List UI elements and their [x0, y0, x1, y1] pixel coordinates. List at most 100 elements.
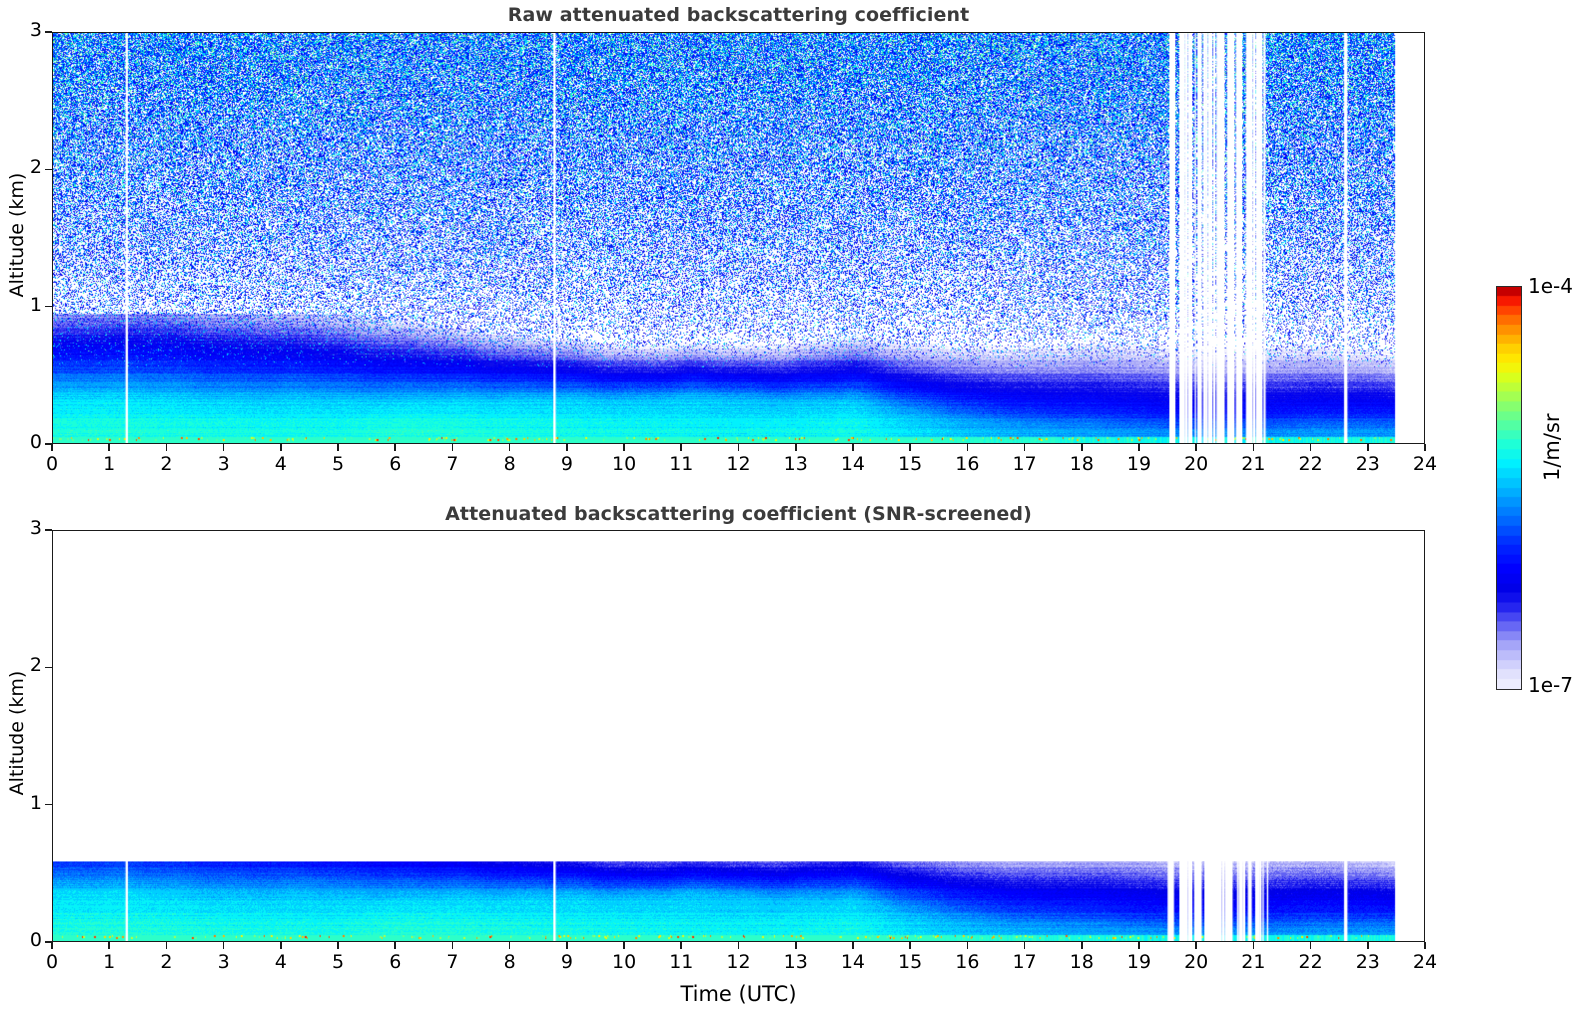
- x-tick: [1023, 444, 1026, 451]
- x-tick: [337, 444, 339, 451]
- x-tick: [623, 444, 625, 451]
- x-tick-label: 16: [955, 453, 980, 475]
- y-tick-label: 2: [29, 654, 42, 677]
- x-tick: [1252, 444, 1255, 451]
- x-tick: [623, 942, 625, 949]
- x-tick-label: 23: [1355, 951, 1380, 973]
- x-tick: [794, 942, 797, 949]
- x-tick-label: 0: [45, 453, 59, 475]
- x-tick-label: 21: [1241, 951, 1266, 973]
- x-tick: [852, 942, 854, 949]
- y-tick-label: 0: [29, 431, 42, 453]
- y-tick: [45, 941, 52, 943]
- x-tick: [1023, 942, 1026, 949]
- panel-title-screened: Attenuated backscattering coefficient (S…: [445, 503, 1032, 525]
- heatmap-screened: [53, 531, 1424, 941]
- x-tick-label: 13: [783, 951, 808, 973]
- x-tick-label: 17: [1012, 951, 1037, 973]
- panel-title-raw: Raw attenuated backscattering coefficien…: [507, 4, 970, 26]
- x-tick: [51, 942, 53, 949]
- x-tick: [566, 444, 568, 451]
- x-tick: [337, 942, 339, 949]
- x-tick: [852, 444, 854, 451]
- x-tick: [1424, 942, 1426, 949]
- x-tick-label: 14: [840, 453, 865, 475]
- colorbar-gradient: [1496, 286, 1522, 690]
- x-tick-label: 6: [389, 951, 402, 973]
- x-tick: [280, 942, 282, 949]
- colorbar-max-label: 1e-4: [1528, 274, 1573, 298]
- x-tick: [1195, 942, 1197, 949]
- x-tick-label: 21: [1241, 453, 1266, 475]
- x-tick: [394, 942, 397, 949]
- x-tick-label: 2: [160, 951, 173, 973]
- x-tick-label: 24: [1412, 453, 1438, 475]
- x-tick-label: 10: [611, 453, 637, 475]
- x-tick-label: 0: [45, 951, 59, 973]
- colorbar-unit-label: 1/m/sr: [1540, 413, 1564, 481]
- x-tick: [1138, 942, 1140, 949]
- x-tick-label: 3: [217, 453, 230, 475]
- x-tick: [1080, 444, 1083, 451]
- x-tick: [451, 942, 454, 949]
- y-tick: [45, 443, 52, 445]
- x-tick: [508, 444, 511, 451]
- x-tick: [1195, 444, 1197, 451]
- x-tick: [1309, 942, 1312, 949]
- x-tick-label: 13: [783, 453, 808, 475]
- x-tick: [222, 942, 225, 949]
- x-tick-label: 20: [1184, 951, 1209, 973]
- y-tick-label: 0: [29, 929, 42, 951]
- x-tick-label: 18: [1069, 951, 1094, 973]
- y-tick-label: 2: [29, 156, 42, 179]
- y-tick: [45, 803, 52, 806]
- x-tick-label: 1: [103, 951, 116, 973]
- x-tick-label: 7: [446, 453, 459, 475]
- x-tick-label: 6: [389, 453, 402, 475]
- x-tick: [165, 942, 168, 949]
- x-tick: [451, 444, 454, 451]
- x-tick-label: 17: [1012, 453, 1037, 475]
- x-tick-label: 22: [1298, 951, 1323, 973]
- x-tick: [1138, 444, 1140, 451]
- x-tick-label: 19: [1126, 951, 1152, 973]
- x-tick-label: 24: [1412, 951, 1438, 973]
- y-tick-label: 1: [29, 293, 42, 316]
- x-axis-label: Time (UTC): [680, 982, 797, 1006]
- x-tick: [1252, 942, 1255, 949]
- x-tick-label: 12: [726, 453, 751, 475]
- x-tick-label: 11: [669, 453, 694, 475]
- y-tick-label: 1: [29, 791, 42, 814]
- x-tick: [508, 942, 511, 949]
- x-tick-label: 12: [726, 951, 751, 973]
- x-tick-label: 18: [1069, 453, 1094, 475]
- x-tick-label: 4: [274, 453, 287, 475]
- x-tick: [1309, 444, 1312, 451]
- x-tick-label: 8: [503, 453, 516, 475]
- x-tick: [737, 942, 740, 949]
- y-tick-label: 3: [29, 19, 42, 41]
- x-tick: [222, 444, 225, 451]
- y-axis-label-screened: Altitude (km): [6, 670, 28, 796]
- plot-axes-screened: [52, 530, 1425, 942]
- x-tick: [165, 444, 168, 451]
- x-tick-label: 1: [103, 453, 116, 475]
- x-tick: [566, 942, 568, 949]
- x-tick: [966, 444, 969, 451]
- x-tick-label: 4: [274, 951, 287, 973]
- x-tick-label: 14: [840, 951, 865, 973]
- x-tick-label: 2: [160, 453, 173, 475]
- x-tick-label: 7: [446, 951, 459, 973]
- y-tick: [45, 168, 52, 171]
- y-tick-label: 3: [29, 517, 42, 539]
- x-tick: [966, 942, 969, 949]
- x-tick: [794, 444, 797, 451]
- y-tick: [45, 305, 52, 308]
- x-tick: [909, 444, 911, 451]
- x-tick-label: 15: [898, 951, 923, 973]
- x-tick: [909, 942, 911, 949]
- x-tick-label: 9: [560, 951, 573, 973]
- x-tick-label: 22: [1298, 453, 1323, 475]
- x-tick: [1366, 942, 1369, 949]
